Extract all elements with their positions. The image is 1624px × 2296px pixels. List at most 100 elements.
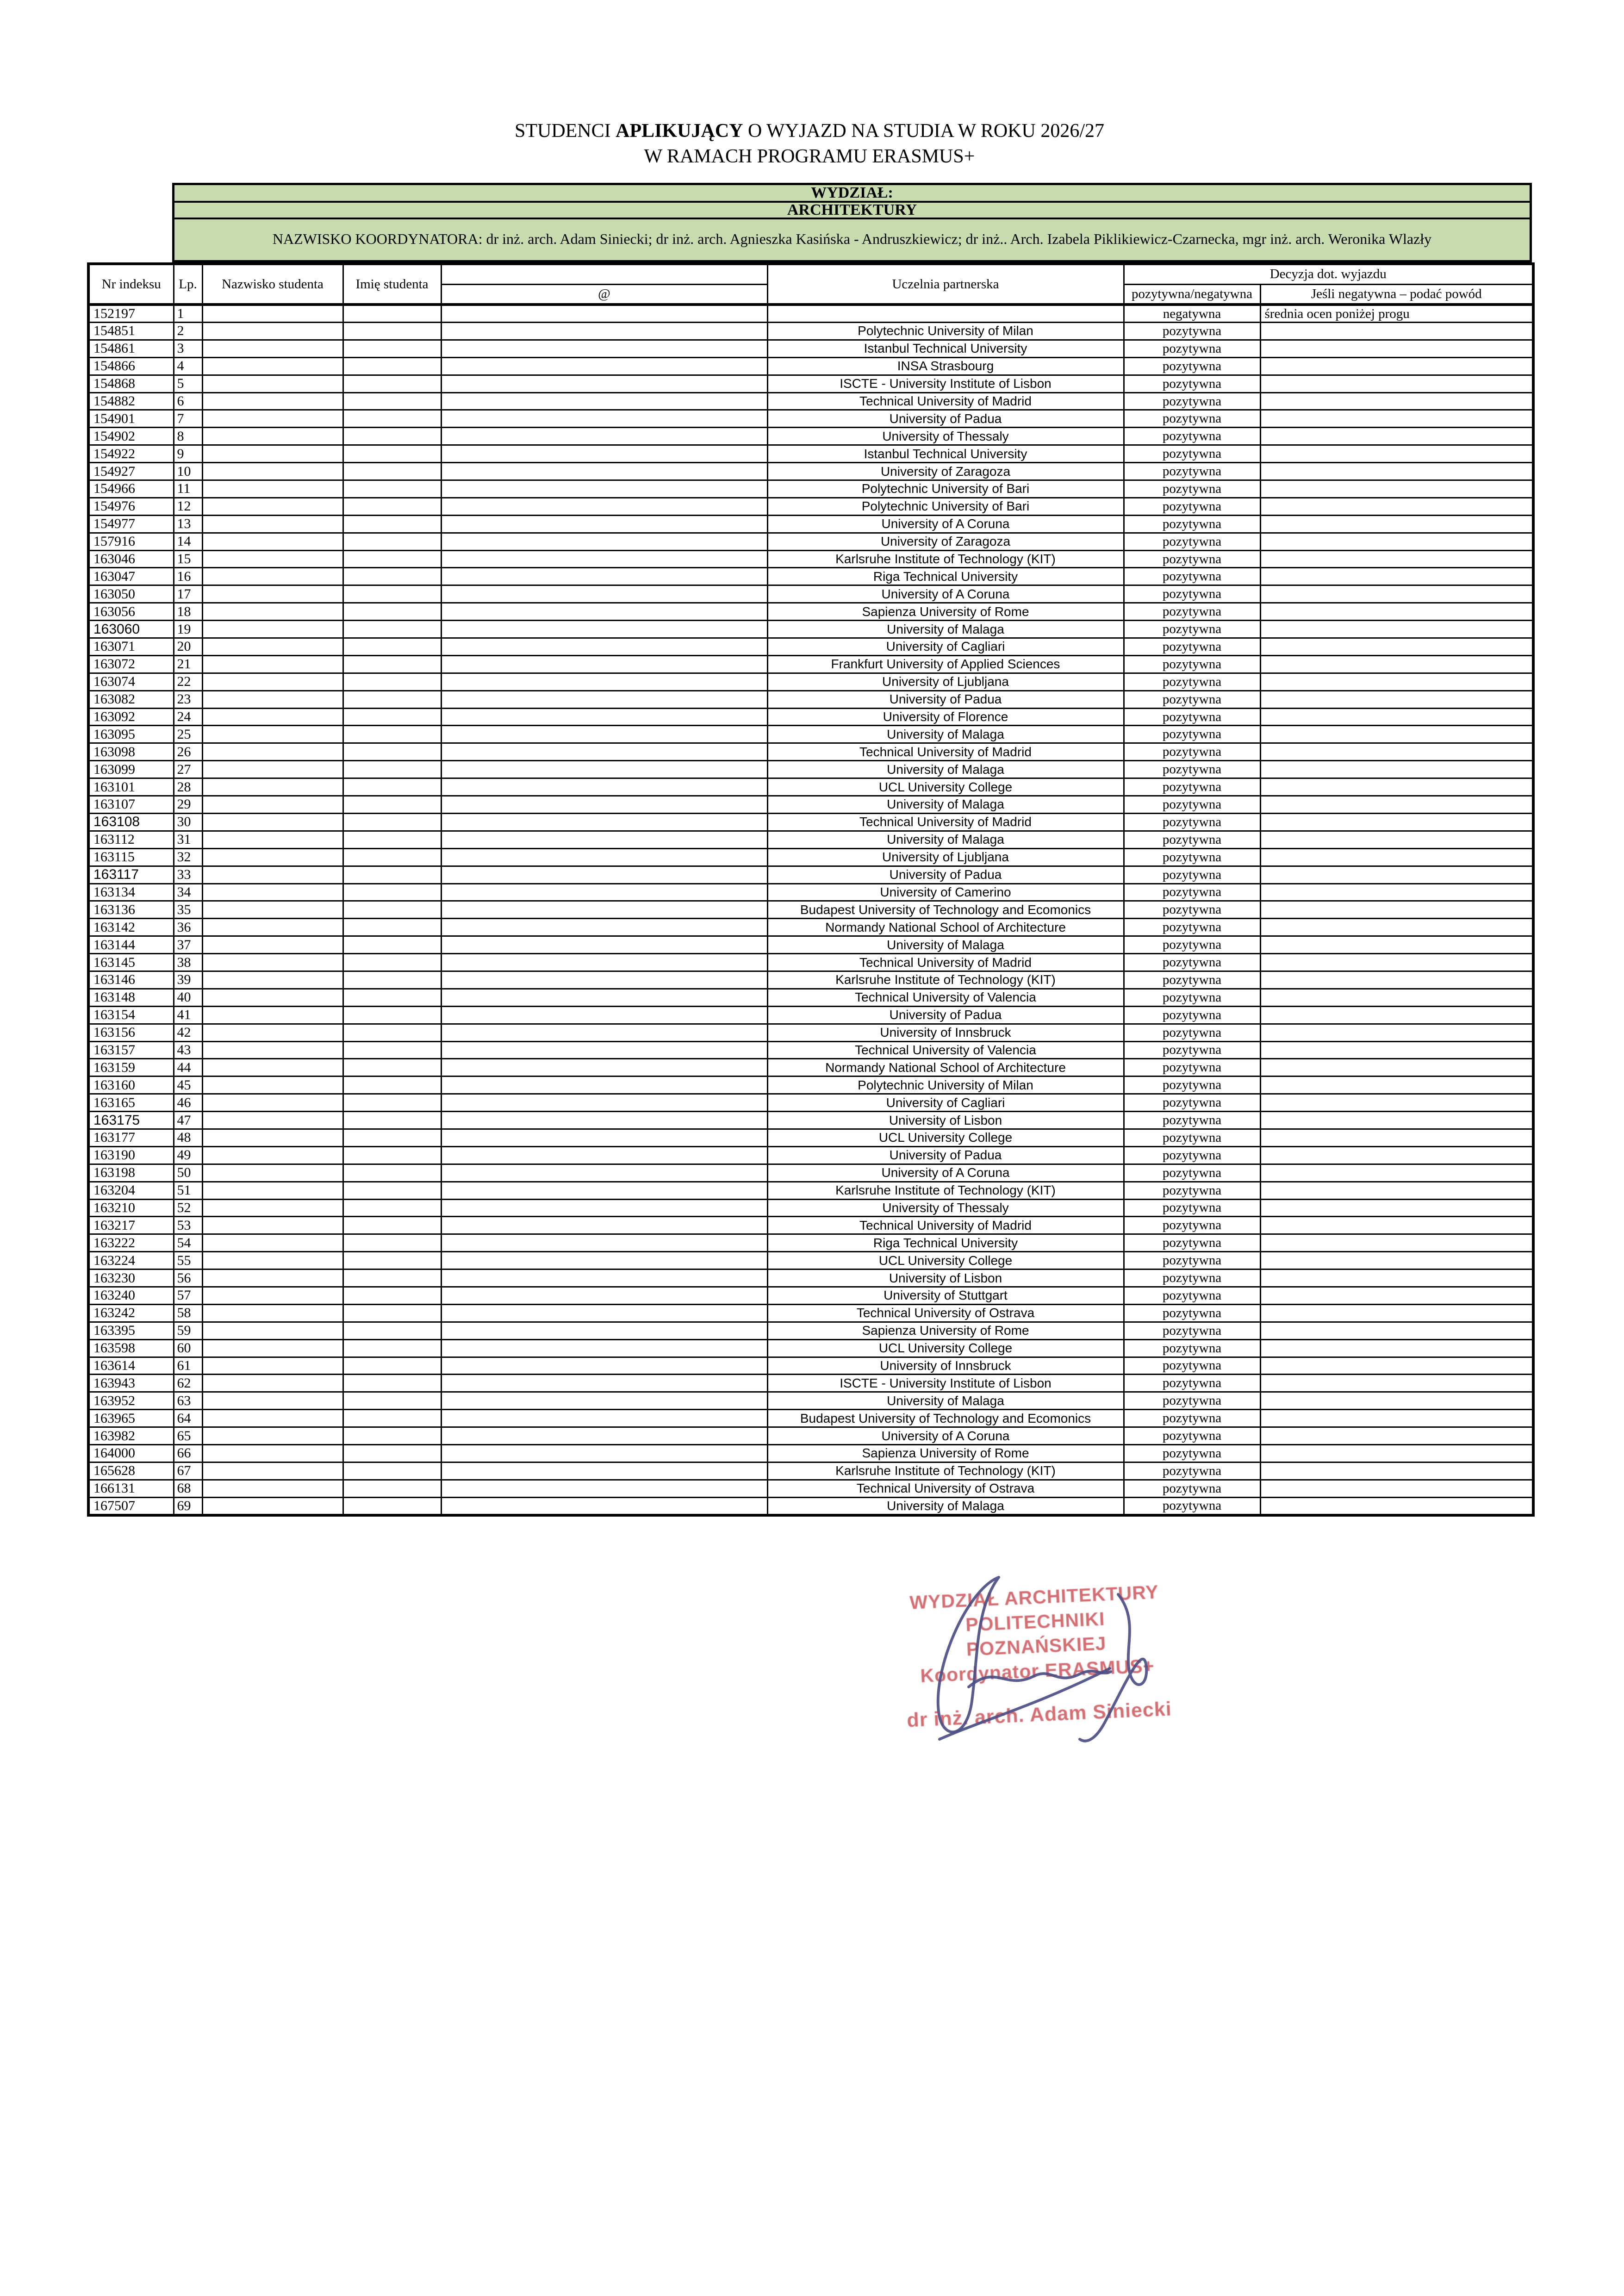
cell-decyzja: pozytywna — [1123, 1426, 1261, 1445]
cell-nr-indeksu: 154977 — [87, 514, 174, 534]
cell-email — [440, 567, 768, 586]
cell-powod — [1259, 1409, 1534, 1428]
cell-nazwisko — [201, 654, 344, 674]
cell-lp: 67 — [173, 1461, 203, 1481]
cell-email — [440, 672, 768, 691]
cell-lp: 17 — [173, 585, 203, 604]
cell-decyzja: pozytywna — [1123, 953, 1261, 972]
cell-lp: 52 — [173, 1198, 203, 1218]
cell-imie — [342, 1496, 442, 1516]
table-row: 163050 17 University of A Coruna pozytyw… — [87, 585, 1534, 604]
students-table: Nr indeksu Lp. Nazwisko studenta Imię st… — [87, 262, 1535, 1517]
cell-decyzja: pozytywna — [1123, 795, 1261, 814]
cell-nr-indeksu: 163115 — [87, 847, 174, 867]
cell-email — [440, 883, 768, 902]
table-row: 163598 60 UCL University College pozytyw… — [87, 1338, 1534, 1358]
cell-lp: 46 — [173, 1093, 203, 1113]
table-row: 163198 50 University of A Coruna pozytyw… — [87, 1163, 1534, 1182]
cell-nazwisko — [201, 1409, 344, 1428]
cell-lp: 21 — [173, 654, 203, 674]
cell-nazwisko — [201, 1356, 344, 1375]
cell-lp: 32 — [173, 847, 203, 867]
cell-powod — [1259, 1145, 1534, 1165]
cell-uczelnia: University of A Coruna — [766, 1163, 1125, 1182]
table-row: 163242 58 Technical University of Ostrav… — [87, 1303, 1534, 1323]
cell-nazwisko — [201, 1303, 344, 1323]
cell-decyzja: pozytywna — [1123, 830, 1261, 849]
cell-nr-indeksu: 163965 — [87, 1409, 174, 1428]
cell-lp: 8 — [173, 427, 203, 446]
cell-lp: 23 — [173, 690, 203, 709]
cell-nr-indeksu: 163148 — [87, 988, 174, 1007]
cell-nazwisko — [201, 409, 344, 429]
title-suffix: O WYJAZD NA STUDIA W ROKU 2026/27 — [743, 120, 1105, 142]
cell-nr-indeksu: 163154 — [87, 1005, 174, 1025]
table-row: 154976 12 Polytechnic University of Bari… — [87, 497, 1534, 516]
cell-lp: 58 — [173, 1303, 203, 1323]
cell-nr-indeksu: 163046 — [87, 549, 174, 569]
cell-powod — [1259, 1076, 1534, 1095]
cell-nr-indeksu: 154927 — [87, 462, 174, 481]
cell-nazwisko — [201, 356, 344, 376]
cell-lp: 28 — [173, 778, 203, 797]
header-imie: Imię studenta — [342, 263, 442, 305]
cell-imie — [342, 690, 442, 709]
cell-powod — [1259, 988, 1534, 1007]
table-row: 163240 57 University of Stuttgart pozyty… — [87, 1286, 1534, 1305]
cell-nr-indeksu: 163598 — [87, 1338, 174, 1358]
cell-lp: 42 — [173, 1023, 203, 1042]
cell-uczelnia: Budapest University of Technology and Ec… — [766, 1409, 1125, 1428]
cell-nazwisko — [201, 1198, 344, 1218]
cell-decyzja: pozytywna — [1123, 620, 1261, 639]
cell-uczelnia: Riga Technical University — [766, 567, 1125, 586]
cell-uczelnia: Technical University of Madrid — [766, 953, 1125, 972]
cell-lp: 25 — [173, 725, 203, 744]
cell-lp: 13 — [173, 514, 203, 534]
cell-uczelnia: Technical University of Ostrava — [766, 1479, 1125, 1498]
cell-email — [440, 742, 768, 762]
cell-nr-indeksu: 163159 — [87, 1058, 174, 1077]
cell-lp: 60 — [173, 1338, 203, 1358]
cell-uczelnia: Sapienza University of Rome — [766, 1321, 1125, 1340]
cell-lp: 5 — [173, 374, 203, 393]
cell-email — [440, 1338, 768, 1358]
header-email-top — [440, 263, 768, 285]
cell-lp: 11 — [173, 479, 203, 498]
cell-imie — [342, 356, 442, 376]
cell-uczelnia: University of A Coruna — [766, 585, 1125, 604]
cell-imie — [342, 654, 442, 674]
cell-imie — [342, 1374, 442, 1393]
cell-nr-indeksu: 163224 — [87, 1251, 174, 1270]
cell-nr-indeksu: 163204 — [87, 1181, 174, 1200]
cell-nazwisko — [201, 707, 344, 727]
cell-email — [440, 1479, 768, 1498]
cell-imie — [342, 1391, 442, 1411]
cell-nazwisko — [201, 1181, 344, 1200]
cell-email — [440, 1286, 768, 1305]
cell-nr-indeksu: 154922 — [87, 444, 174, 464]
header-uczelnia: Uczelnia partnerska — [766, 263, 1125, 305]
cell-lp: 64 — [173, 1409, 203, 1428]
cell-nazwisko — [201, 760, 344, 779]
cell-imie — [342, 602, 442, 622]
cell-imie — [342, 953, 442, 972]
cell-email — [440, 514, 768, 534]
cell-email — [440, 953, 768, 972]
cell-nr-indeksu: 163099 — [87, 760, 174, 779]
cell-nazwisko — [201, 1286, 344, 1305]
cell-nazwisko — [201, 479, 344, 498]
cell-lp: 63 — [173, 1391, 203, 1411]
cell-email — [440, 1444, 768, 1463]
cell-email — [440, 427, 768, 446]
cell-decyzja: pozytywna — [1123, 760, 1261, 779]
cell-decyzja: pozytywna — [1123, 812, 1261, 832]
cell-nr-indeksu: 163160 — [87, 1076, 174, 1095]
table-row: 163099 27 University of Malaga pozytywna — [87, 760, 1534, 779]
cell-email — [440, 304, 768, 323]
cell-imie — [342, 532, 442, 551]
cell-imie — [342, 1321, 442, 1340]
cell-uczelnia: University of Zaragoza — [766, 532, 1125, 551]
cell-decyzja: pozytywna — [1123, 1005, 1261, 1025]
cell-imie — [342, 1040, 442, 1060]
cell-lp: 10 — [173, 462, 203, 481]
